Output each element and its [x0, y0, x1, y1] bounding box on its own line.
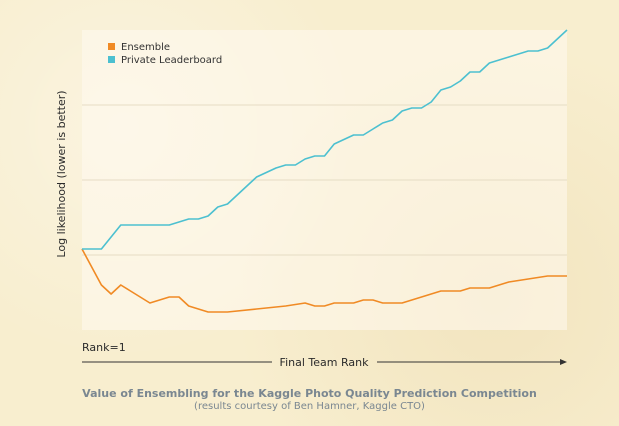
legend: Ensemble Private Leaderboard [108, 42, 222, 66]
y-axis-label: Log likelihood (lower is better) [55, 90, 68, 257]
series-lines [81, 29, 568, 313]
x-axis-arrow [82, 359, 567, 365]
legend-swatch [108, 56, 115, 63]
grid [82, 104, 567, 256]
x-axis-label: Final Team Rank [280, 356, 370, 369]
legend-label: Private Leaderboard [121, 55, 222, 66]
legend-label: Ensemble [121, 42, 170, 53]
series-line-ensemble [81, 248, 567, 313]
chart-subcaption: (results courtesy of Ben Hamner, Kaggle … [194, 401, 425, 412]
chart-caption: Value of Ensembling for the Kaggle Photo… [82, 387, 537, 400]
legend-swatch [108, 43, 115, 50]
x-axis-start-label: Rank=1 [82, 341, 126, 354]
series-line-private-leaderboard [82, 29, 568, 250]
